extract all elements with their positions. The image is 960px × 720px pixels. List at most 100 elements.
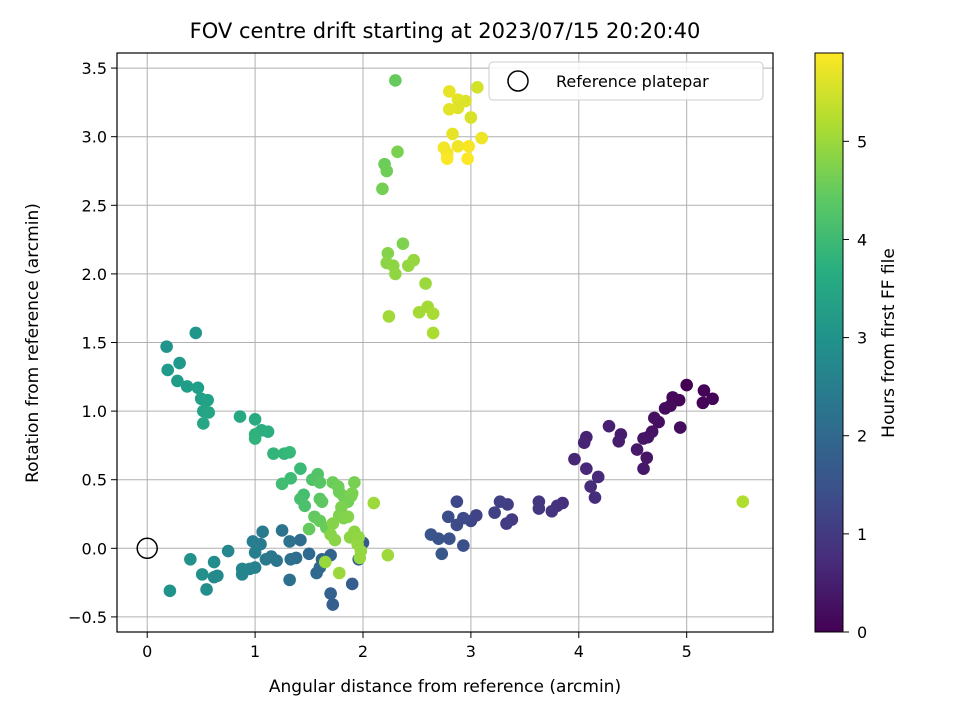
data-point bbox=[736, 495, 750, 508]
data-point bbox=[275, 477, 289, 491]
data-point bbox=[435, 547, 449, 561]
data-point bbox=[640, 451, 654, 465]
data-point bbox=[233, 410, 247, 423]
reference-platepar-marker bbox=[136, 537, 158, 560]
data-point bbox=[345, 577, 359, 591]
y-tick-label: −0.5 bbox=[68, 608, 107, 627]
y-tick-label: 2.5 bbox=[82, 196, 107, 215]
data-point bbox=[326, 517, 340, 530]
data-point bbox=[471, 81, 484, 94]
legend-box bbox=[488, 61, 764, 101]
x-tick-label: 1 bbox=[250, 642, 260, 661]
data-point bbox=[318, 555, 332, 569]
data-point bbox=[697, 384, 711, 397]
data-point bbox=[648, 411, 661, 425]
data-point bbox=[324, 587, 337, 600]
colorbar-tick-label: 0 bbox=[857, 623, 867, 642]
legend-label: Reference platepar bbox=[556, 72, 709, 91]
data-point bbox=[341, 510, 355, 524]
data-point bbox=[173, 356, 186, 370]
data-point bbox=[189, 326, 203, 340]
data-point bbox=[313, 476, 327, 489]
colorbar-tick-label: 2 bbox=[857, 427, 867, 446]
data-point bbox=[381, 548, 395, 562]
data-point bbox=[201, 393, 214, 407]
data-point bbox=[440, 152, 454, 165]
data-point bbox=[310, 566, 323, 580]
data-point bbox=[353, 551, 367, 565]
data-point bbox=[283, 535, 296, 548]
y-tick-label: 2.0 bbox=[82, 265, 107, 284]
data-point bbox=[221, 544, 235, 558]
data-point bbox=[457, 539, 470, 552]
data-point bbox=[246, 535, 260, 548]
data-point bbox=[426, 307, 440, 320]
data-point bbox=[302, 522, 316, 536]
y-tick-label: 0.0 bbox=[82, 539, 107, 558]
data-point bbox=[696, 396, 710, 410]
data-point bbox=[332, 566, 346, 580]
data-point bbox=[450, 518, 464, 532]
data-point bbox=[380, 164, 394, 178]
data-point bbox=[391, 145, 404, 159]
data-point bbox=[256, 525, 269, 539]
data-point bbox=[248, 546, 262, 559]
data-point bbox=[612, 434, 626, 448]
data-point bbox=[294, 533, 307, 547]
data-point bbox=[396, 237, 410, 251]
data-point bbox=[248, 413, 262, 426]
data-point bbox=[389, 267, 402, 281]
data-point bbox=[424, 528, 438, 541]
data-point bbox=[446, 127, 459, 141]
data-point bbox=[419, 277, 432, 290]
y-axis-label: Rotation from reference (arcmin) bbox=[23, 203, 43, 483]
chart-title: FOV centre drift starting at 2023/07/15 … bbox=[190, 19, 701, 43]
data-point bbox=[184, 552, 197, 566]
data-point bbox=[267, 447, 280, 460]
x-tick-label: 2 bbox=[358, 642, 368, 661]
data-point bbox=[207, 555, 221, 569]
colorbar-ticks: 0 1 2 3 4 5 bbox=[843, 132, 867, 642]
grid-lines bbox=[117, 53, 773, 632]
data-point bbox=[500, 517, 513, 530]
data-point bbox=[235, 562, 249, 576]
x-tick-label: 5 bbox=[682, 642, 692, 661]
data-point bbox=[706, 392, 719, 406]
data-point bbox=[568, 452, 581, 466]
data-point bbox=[207, 570, 221, 584]
data-point bbox=[637, 432, 650, 445]
data-point bbox=[171, 374, 184, 388]
data-point bbox=[584, 480, 597, 493]
data-point bbox=[202, 406, 216, 419]
data-point bbox=[298, 499, 312, 513]
y-tick-label: 0.5 bbox=[82, 471, 107, 490]
data-point bbox=[450, 495, 464, 508]
colorbar-tick-label: 4 bbox=[857, 230, 867, 249]
legend: Reference platepar bbox=[488, 61, 764, 101]
data-point bbox=[658, 402, 672, 415]
data-point bbox=[532, 502, 546, 515]
data-point bbox=[381, 247, 395, 260]
data-point bbox=[475, 131, 488, 145]
data-point bbox=[275, 524, 289, 537]
data-point bbox=[367, 496, 381, 510]
data-point bbox=[283, 573, 296, 587]
colorbar-label: Hours from first FF file bbox=[879, 248, 899, 438]
data-point bbox=[376, 182, 389, 196]
y-axis-ticks: −0.5 0.0 0.5 1.0 1.5 2.0 2.5 3.0 3.5 bbox=[68, 59, 117, 627]
data-point bbox=[284, 552, 298, 566]
data-point bbox=[161, 363, 175, 377]
data-point bbox=[348, 476, 361, 489]
x-tick-label: 0 bbox=[142, 642, 152, 661]
data-point bbox=[602, 419, 616, 433]
data-point bbox=[461, 152, 474, 165]
data-point bbox=[389, 74, 402, 87]
colorbar-tick-label: 5 bbox=[857, 132, 867, 151]
data-point bbox=[577, 436, 591, 449]
data-point bbox=[464, 111, 478, 124]
y-tick-label: 3.0 bbox=[82, 128, 107, 147]
data-point bbox=[680, 378, 693, 392]
data-point bbox=[200, 583, 213, 596]
data-point bbox=[160, 340, 173, 353]
